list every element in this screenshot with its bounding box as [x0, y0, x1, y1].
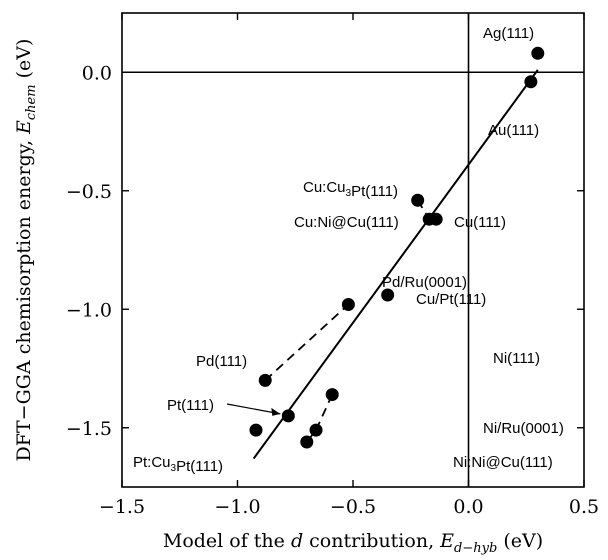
- arrow-head: [271, 408, 280, 416]
- data-point: [531, 47, 544, 60]
- arrow-layer: [227, 404, 280, 416]
- x-tick-label: 0.5: [569, 496, 599, 518]
- y-tick-label: −0.5: [66, 181, 112, 203]
- y-axis-label: DFT−GGA chemisorption energy, Echem (eV): [13, 39, 39, 462]
- point-annotation: Ni(111): [493, 350, 540, 367]
- point-annotation: Cu:Ni@Cu(111): [294, 214, 399, 231]
- data-point: [259, 374, 272, 387]
- point-annotation: Au(111): [488, 122, 539, 139]
- point-annotation: Ag(111): [483, 25, 534, 42]
- data-point: [430, 213, 443, 226]
- dashed-segments-layer: [265, 200, 436, 442]
- x-axis-label: Model of the d contribution, Ed−hyb (eV): [163, 530, 543, 556]
- data-point: [282, 409, 295, 422]
- point-annotation: Pt(111): [167, 397, 214, 414]
- data-point: [524, 75, 537, 88]
- x-tick-label: −0.5: [330, 496, 376, 518]
- annotations-layer: Ag(111) Au(111) Cu:Cu3Pt(111) Cu:Ni@Cu(111)…: [133, 25, 564, 475]
- data-point: [310, 424, 323, 437]
- point-annotation: Pt:Cu3Pt(111): [133, 454, 223, 475]
- x-tick-label: −1.5: [99, 496, 145, 518]
- zero-reference-lines: [122, 13, 584, 487]
- y-tick-label: 0.0: [82, 62, 112, 84]
- point-annotation: Pd(111): [196, 353, 247, 370]
- point-annotation: Cu/Pt(111): [416, 291, 486, 308]
- point-annotation: Ni:Ni@Cu(111): [453, 454, 553, 471]
- point-annotation: Ni/Ru(0001): [483, 420, 564, 437]
- data-point: [411, 194, 424, 207]
- data-point: [342, 298, 355, 311]
- data-point: [300, 435, 313, 448]
- x-tick-label: −1.0: [214, 496, 260, 518]
- data-point: [326, 388, 339, 401]
- x-axis-title: Model of the d contribution, Ed−hyb (eV): [163, 530, 543, 556]
- data-point: [249, 424, 262, 437]
- point-annotation: Cu:Cu3Pt(111): [303, 179, 398, 200]
- plot-frame: [122, 13, 584, 487]
- y-tick-label: −1.0: [66, 299, 112, 321]
- point-annotation: Cu(111): [454, 214, 506, 231]
- data-points-layer: [249, 47, 544, 449]
- y-tick-label: −1.5: [66, 418, 112, 440]
- ticks-layer: −1.5 −1.0 −0.5 0.0 0.5 −1.5 −1.0 −0.5 0.0: [66, 13, 599, 518]
- x-tick-label: 0.0: [453, 496, 483, 518]
- point-annotation: Pd/Ru(0001): [382, 274, 467, 291]
- dashed-segment: [265, 305, 348, 381]
- y-axis-title: DFT−GGA chemisorption energy, Echem (eV): [13, 39, 39, 462]
